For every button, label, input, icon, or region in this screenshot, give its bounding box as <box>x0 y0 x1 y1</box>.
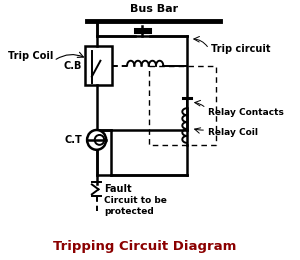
Circle shape <box>87 130 106 150</box>
Text: Trip circuit: Trip circuit <box>211 44 270 54</box>
Text: C.B: C.B <box>64 61 82 71</box>
Text: Relay Contacts: Relay Contacts <box>208 108 284 117</box>
Text: Relay Coil: Relay Coil <box>208 128 258 138</box>
Text: C.T: C.T <box>64 135 82 145</box>
Bar <box>85 46 112 86</box>
Text: Fault: Fault <box>104 184 132 194</box>
Text: Circuit to be
protected: Circuit to be protected <box>104 197 167 216</box>
Circle shape <box>95 135 104 145</box>
Text: Bus Bar: Bus Bar <box>130 4 178 14</box>
Text: Trip Coil: Trip Coil <box>8 51 53 61</box>
Text: Tripping Circuit Diagram: Tripping Circuit Diagram <box>52 240 236 253</box>
Bar <box>149 66 216 145</box>
